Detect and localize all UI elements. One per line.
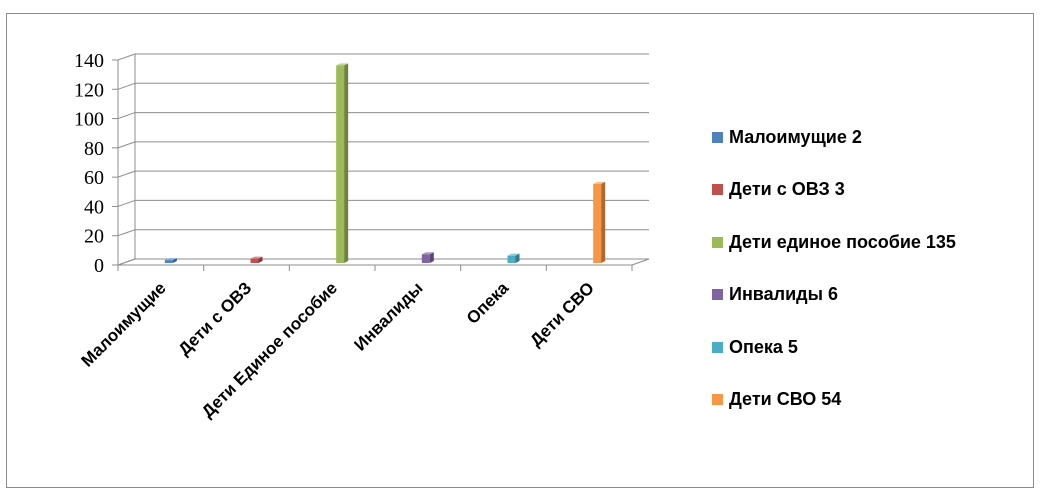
bar-side (258, 256, 263, 263)
legend-swatch (712, 131, 723, 143)
legend-swatch (712, 184, 723, 195)
y-tick-label: 40 (84, 196, 104, 218)
bar (421, 252, 434, 263)
legend-item: Дети СВО 54 (712, 389, 1032, 410)
grid-line-slant (117, 141, 136, 149)
bar (507, 253, 520, 263)
legend-label: Дети с ОВЗ 3 (729, 179, 845, 199)
y-axis-ticks: 0 20 40 60 80 100 120 140 (74, 50, 104, 277)
x-tick-label: Дети СВО (526, 278, 598, 350)
legend-item: Инвалиды 6 (712, 284, 1032, 305)
legend-item: Опека 5 (712, 337, 1032, 357)
bar-front (421, 254, 430, 263)
legend-label: Дети единое пособие 135 (729, 231, 956, 252)
bar-side (429, 252, 434, 263)
y-tick-label: 0 (94, 255, 104, 277)
legend-item: Дети единое пособие 135 (712, 232, 1032, 252)
bar-front (164, 260, 173, 263)
legend-label: Опека 5 (729, 336, 798, 357)
bar-top (421, 252, 434, 255)
bar-top (164, 258, 177, 261)
bar-front (593, 183, 602, 263)
legend-label: Малоимущие 2 (729, 126, 862, 147)
bar-front (250, 258, 259, 263)
legend: Малоимущие 2 Дети с ОВЗ 3 Дети единое посо… (712, 127, 1032, 442)
x-tick-label: Дети с ОВЗ (175, 278, 256, 359)
floor-edge-right (631, 258, 650, 266)
y-tick-label: 140 (74, 50, 104, 72)
grid-lines (117, 53, 649, 266)
y-tick-label: 60 (84, 167, 104, 189)
legend-swatch (712, 394, 723, 405)
grid-line-slant (117, 112, 136, 120)
bar (336, 63, 349, 264)
bar-side (601, 181, 606, 263)
bar-front (507, 255, 516, 263)
bar (250, 256, 263, 263)
floor-edge-left (117, 258, 136, 266)
x-tick-label: Малоимущие (78, 278, 170, 370)
y-tick-label: 20 (84, 226, 104, 248)
bar-top (336, 63, 349, 66)
bar-side (172, 258, 177, 263)
y-tick-label: 80 (84, 138, 104, 160)
y-tick-label: 100 (74, 109, 104, 131)
legend-label: Инвалиды 6 (729, 284, 838, 304)
grid-line-slant (117, 82, 136, 90)
grid-line-slant (117, 229, 136, 237)
bar-top (507, 253, 520, 256)
legend-swatch (712, 236, 723, 248)
x-tick-label: Опека (463, 278, 513, 328)
chart-frame (6, 13, 1034, 488)
bar-top (250, 256, 263, 259)
bar (164, 258, 177, 263)
bar-side (344, 63, 349, 264)
axes (112, 54, 650, 271)
grid-line-slant (117, 53, 136, 61)
legend-swatch (712, 289, 723, 300)
bars (164, 63, 606, 264)
bar-top (593, 181, 606, 184)
bar-side (515, 253, 520, 263)
bar (593, 181, 606, 263)
x-tick-label: Инвалиды (350, 278, 426, 354)
grid-line-slant (117, 199, 136, 207)
legend-item: Дети с ОВЗ 3 (712, 179, 1032, 200)
bar-front (336, 65, 345, 263)
legend-label: Дети СВО 54 (729, 389, 842, 409)
grid-line-slant (117, 170, 136, 178)
legend-swatch (712, 341, 723, 353)
y-tick-label: 120 (74, 79, 104, 101)
legend-item: Малоимущие 2 (712, 127, 1032, 147)
